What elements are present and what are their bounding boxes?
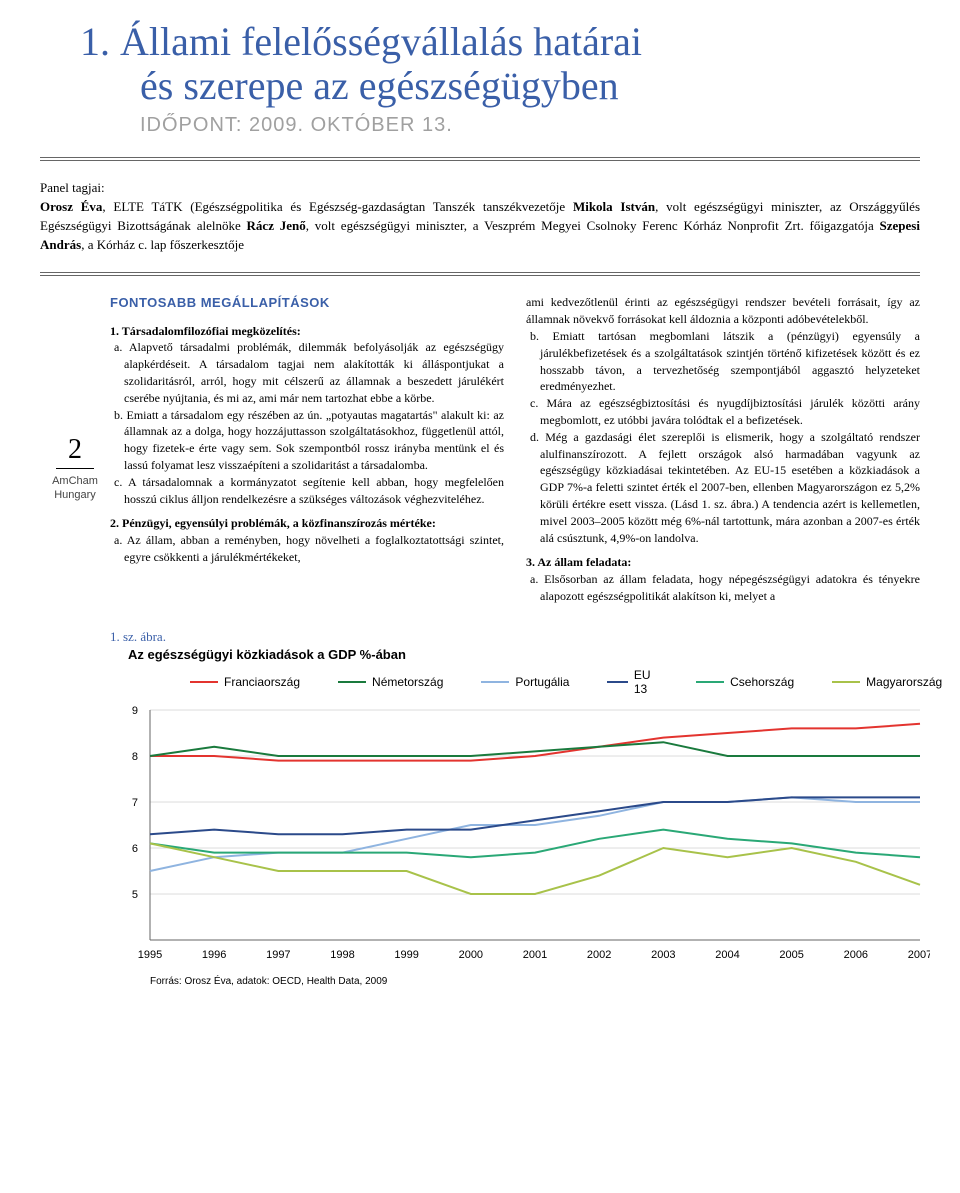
- item-1c: c. A társadalomnak a kormányzatot segíte…: [110, 474, 504, 508]
- svg-text:2007: 2007: [908, 949, 930, 961]
- item-2a: a. Az állam, abban a reményben, hogy növ…: [110, 532, 504, 566]
- divider: [40, 157, 920, 158]
- legend-label: Magyarország: [866, 675, 942, 689]
- left-column: FONTOSABB MEGÁLLAPÍTÁSOK 1. Társadalomfi…: [110, 294, 504, 604]
- legend-swatch: [481, 681, 509, 683]
- svg-text:6: 6: [132, 843, 138, 855]
- legend-item: Németország: [338, 668, 443, 696]
- divider: [40, 272, 920, 273]
- legend-label: Csehország: [730, 675, 794, 689]
- chart-title: Az egészségügyi közkiadások a GDP %-ában: [128, 647, 920, 662]
- panel-members: Panel tagjai: Orosz Éva, ELTE TáTK (Egés…: [40, 179, 920, 254]
- two-column-body: FONTOSABB MEGÁLLAPÍTÁSOK 1. Társadalomfi…: [110, 294, 920, 604]
- svg-text:7: 7: [132, 797, 138, 809]
- section-1-head: 1. Társadalomfilozófiai megközelítés:: [110, 323, 504, 340]
- item-2d: d. Még a gazdasági élet szereplői is eli…: [526, 429, 920, 547]
- legend-swatch: [338, 681, 366, 683]
- line-chart: 5 6 7 8 9 1995 1996 1997 1998 1999 2000 2001 2002 200…: [110, 700, 930, 970]
- title-line-1: 1. Állami felelősségvállalás határai: [80, 20, 920, 64]
- svg-text:2005: 2005: [779, 949, 803, 961]
- svg-text:2002: 2002: [587, 949, 611, 961]
- page-number: 2: [56, 434, 94, 469]
- legend-item: Magyarország: [832, 668, 942, 696]
- svg-text:1999: 1999: [394, 949, 418, 961]
- legend-label: Portugália: [515, 675, 569, 689]
- findings-heading: FONTOSABB MEGÁLLAPÍTÁSOK: [110, 294, 504, 312]
- legend-item: Portugália: [481, 668, 569, 696]
- page-number-column: 2 AmCham Hungary: [40, 294, 110, 604]
- item-1b: b. Emiatt a társadalom egy részében az ú…: [110, 407, 504, 474]
- svg-text:2000: 2000: [459, 949, 483, 961]
- legend-item: Franciaország: [190, 668, 300, 696]
- legend-swatch: [190, 681, 218, 683]
- continued-text: ami kedvezőtlenül érinti az egészségügyi…: [526, 294, 920, 328]
- legend-item: EU 13: [607, 668, 658, 696]
- panel-body: Orosz Éva, ELTE TáTK (Egészségpolitika é…: [40, 199, 920, 252]
- legend-label: Franciaország: [224, 675, 300, 689]
- item-2b: b. Emiatt tartósan megbomlani látszik a …: [526, 328, 920, 395]
- svg-text:2003: 2003: [651, 949, 675, 961]
- chart-source: Forrás: Orosz Éva, adatok: OECD, Health …: [150, 976, 920, 987]
- svg-text:1998: 1998: [330, 949, 354, 961]
- divider: [40, 275, 920, 276]
- org-label-2: Hungary: [40, 489, 110, 502]
- title-line-2: és szerepe az egészségügyben: [140, 64, 920, 108]
- svg-text:2006: 2006: [844, 949, 868, 961]
- right-column: ami kedvezőtlenül érinti az egészségügyi…: [526, 294, 920, 604]
- divider: [40, 160, 920, 161]
- svg-text:1996: 1996: [202, 949, 226, 961]
- item-1a: a. Alapvető társadalmi problémák, dilemm…: [110, 339, 504, 406]
- legend-label: EU 13: [634, 668, 658, 696]
- legend-swatch: [607, 681, 627, 683]
- item-2c: c. Mára az egészségbiztosítási és nyugdí…: [526, 395, 920, 429]
- figure-number: 1. sz. ábra.: [110, 629, 920, 645]
- legend-swatch: [832, 681, 860, 683]
- svg-text:5: 5: [132, 889, 138, 901]
- chart-legend: Franciaország Németország Portugália EU 13 C…: [190, 668, 920, 696]
- legend-label: Németország: [372, 675, 443, 689]
- org-label-1: AmCham: [40, 475, 110, 488]
- svg-text:9: 9: [132, 705, 138, 717]
- legend-swatch: [696, 681, 724, 683]
- svg-text:2001: 2001: [523, 949, 547, 961]
- title-block: 1. Állami felelősségvállalás határai és …: [40, 20, 920, 137]
- svg-text:1997: 1997: [266, 949, 290, 961]
- chart-block: 1. sz. ábra. Az egészségügyi közkiadások…: [110, 629, 920, 987]
- legend-item: Csehország: [696, 668, 794, 696]
- date-line: IDŐPONT: 2009. OKTÓBER 13.: [140, 114, 920, 137]
- section-3-head: 3. Az állam feladata:: [526, 554, 920, 571]
- svg-text:1995: 1995: [138, 949, 162, 961]
- section-2-head: 2. Pénzügyi, egyensúlyi problémák, a köz…: [110, 515, 504, 532]
- item-3a: a. Elsősorban az állam feladata, hogy né…: [526, 571, 920, 605]
- panel-label: Panel tagjai:: [40, 180, 105, 195]
- svg-text:2004: 2004: [715, 949, 739, 961]
- svg-text:8: 8: [132, 751, 138, 763]
